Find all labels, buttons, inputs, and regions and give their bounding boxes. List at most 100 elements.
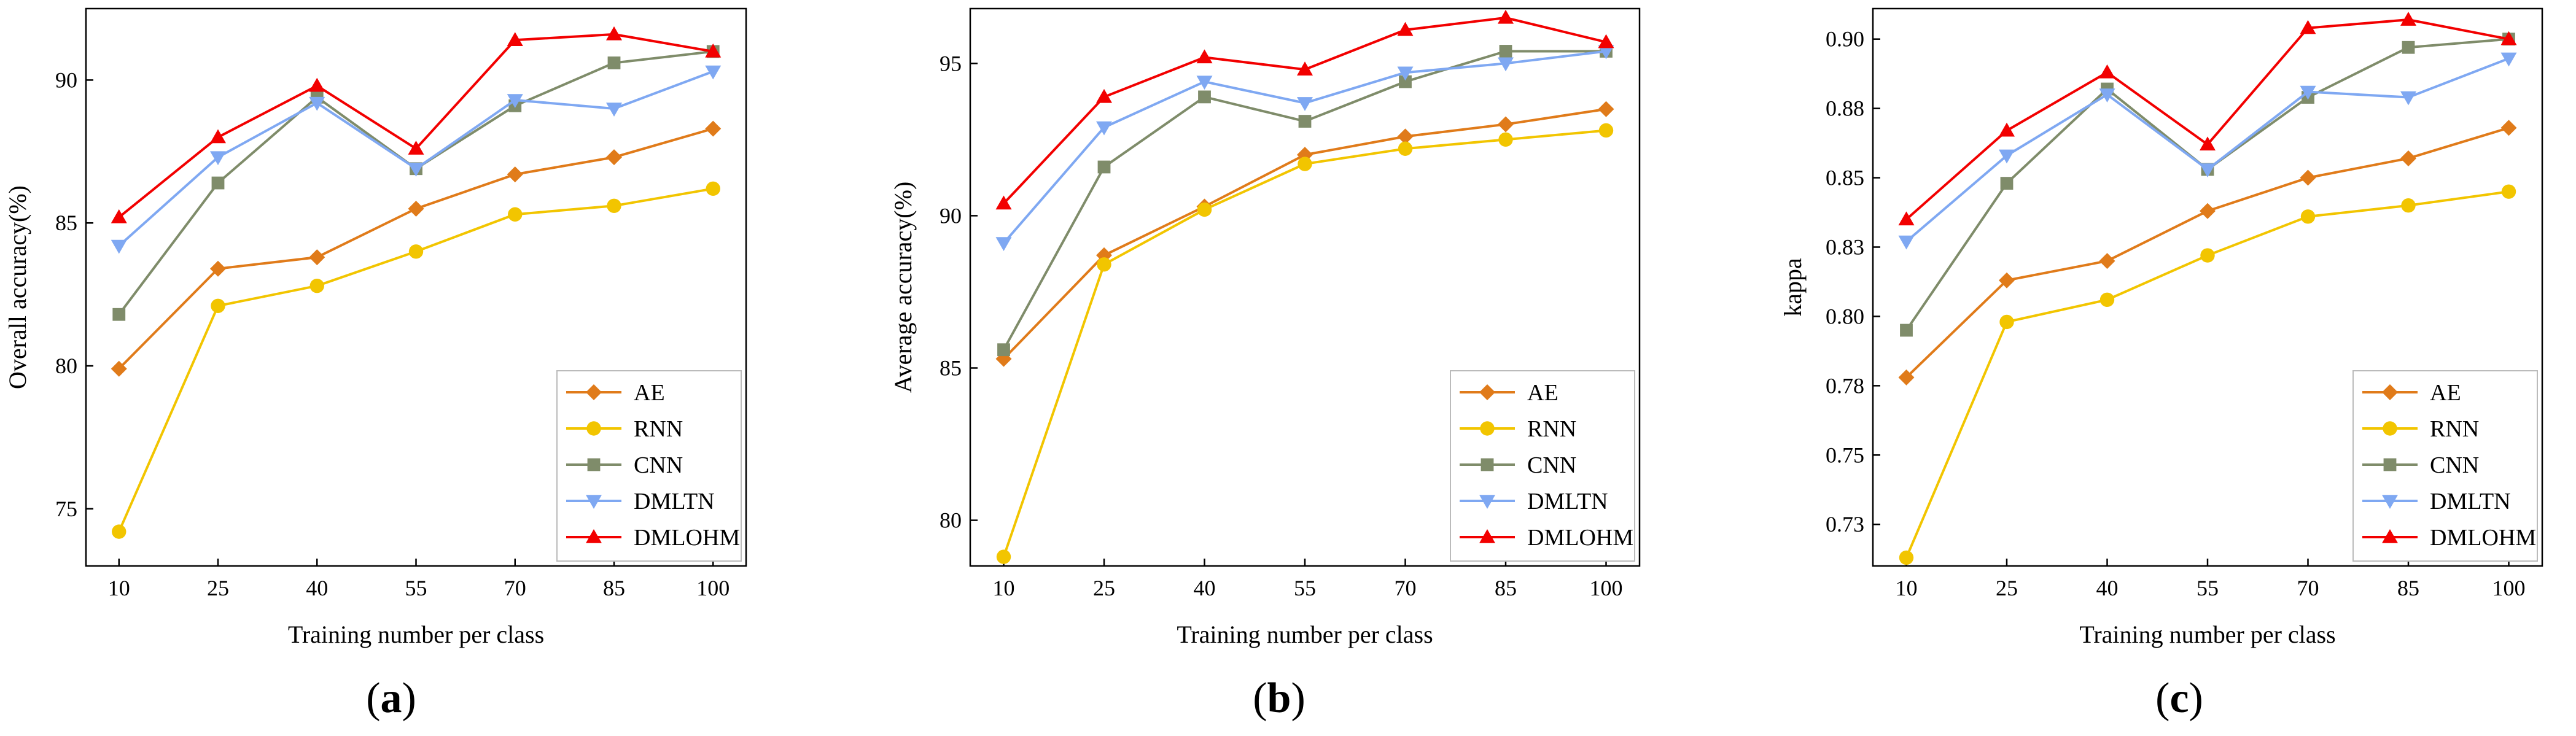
data-point-cnn — [211, 176, 225, 190]
x-tick-label: 25 — [207, 576, 229, 600]
data-point-rnn — [408, 244, 424, 259]
legend-marker-dmlohm — [586, 529, 602, 543]
data-point-ae — [606, 149, 622, 166]
x-tick-label: 55 — [2197, 576, 2219, 600]
data-point-rnn — [1899, 550, 1914, 565]
data-point-dmltn — [1196, 76, 1213, 90]
data-point-rnn — [1598, 123, 1614, 138]
data-point-ae — [1999, 272, 2015, 289]
y-axis-label: Average accuracy(%) — [889, 182, 917, 393]
legend-label-dmlohm: DMLOHM — [634, 525, 740, 551]
data-point-dmltn — [1498, 57, 1514, 72]
series-line-ae — [1003, 107, 1606, 360]
x-tick-label: 100 — [696, 576, 730, 600]
x-tick-label: 70 — [2297, 576, 2319, 600]
data-point-dmltn — [408, 163, 424, 177]
y-tick-label: 80 — [940, 508, 962, 533]
legend-marker-dmlohm — [2382, 529, 2398, 543]
x-axis-label: Training number per class — [2079, 621, 2335, 648]
x-tick-label: 85 — [1495, 576, 1517, 600]
chart-panel-b: 10 25 40 55 70 85 100 80 85 90 95 Training number p… — [889, 7, 1641, 722]
data-point-rnn — [1999, 314, 2014, 330]
data-point-dmltn — [1898, 235, 1915, 250]
legend-marker-cnn — [2383, 458, 2397, 471]
data-point-rnn — [2501, 184, 2516, 199]
x-tick-label: 100 — [2492, 576, 2526, 600]
y-tick-label: 80 — [55, 354, 77, 378]
legend-marker-rnn — [1480, 421, 1495, 436]
series-line-cnn — [118, 50, 714, 316]
data-point-rnn — [706, 181, 720, 196]
y-tick-label: 75 — [55, 497, 77, 521]
legend-label-dmlohm: DMLOHM — [2430, 525, 2536, 551]
series-line-cnn — [1002, 50, 1606, 351]
data-point-dmlohm — [1498, 9, 1514, 24]
data-point-rnn — [112, 524, 126, 539]
data-point-dmlohm — [309, 77, 325, 92]
legend-marker-rnn — [2383, 421, 2397, 436]
legend-label-rnn: RNN — [2430, 416, 2479, 442]
data-point-dmltn — [2500, 52, 2517, 67]
legend-label-rnn: RNN — [634, 416, 683, 442]
data-point-cnn — [2000, 177, 2014, 190]
data-point-ae — [111, 360, 127, 377]
panel-caption: (a) — [366, 675, 416, 722]
x-tick-label: 100 — [1590, 576, 1623, 600]
y-tick-label: 0.85 — [1826, 166, 1864, 190]
data-point-dmltn — [606, 103, 622, 117]
x-tick-label: 10 — [108, 576, 130, 600]
x-tick-label: 10 — [1896, 576, 1918, 600]
data-point-ae — [1397, 128, 1414, 145]
data-point-dmlohm — [995, 195, 1012, 210]
data-point-ae — [2200, 203, 2216, 219]
y-tick-label: 0.78 — [1826, 373, 1864, 398]
legend-label-ae: AE — [1527, 380, 1558, 406]
data-point-rnn — [996, 549, 1011, 564]
data-point-rnn — [2099, 292, 2115, 308]
data-point-rnn — [211, 298, 225, 313]
data-point-dmltn — [1397, 66, 1414, 81]
y-tick-label: 90 — [940, 203, 962, 228]
data-point-dmltn — [1598, 45, 1614, 60]
data-point-ae — [408, 200, 424, 217]
x-tick-label: 40 — [1194, 576, 1216, 600]
data-point-dmltn — [507, 94, 523, 109]
y-tick-label: 0.73 — [1826, 512, 1864, 537]
data-point-dmltn — [1999, 149, 2015, 164]
x-axis-label: Training number per class — [1177, 621, 1433, 648]
data-point-cnn — [1298, 115, 1312, 128]
panel-letter: c — [2169, 675, 2189, 722]
data-point-cnn — [1097, 160, 1111, 174]
panel-caption: (c) — [2155, 675, 2203, 722]
x-tick-label: 55 — [405, 576, 427, 600]
data-point-cnn — [112, 308, 126, 321]
legend-label-cnn: CNN — [2430, 452, 2479, 478]
x-tick-label: 10 — [993, 576, 1015, 600]
data-point-cnn — [2402, 41, 2415, 54]
data-point-rnn — [508, 207, 523, 222]
y-tick-label: 85 — [55, 211, 77, 235]
legend-label-ae: AE — [2430, 380, 2461, 406]
legend-marker-cnn — [1481, 458, 1494, 471]
data-point-cnn — [1198, 90, 1211, 104]
panel-letter: b — [1267, 675, 1291, 722]
data-point-dmltn — [2099, 88, 2115, 103]
legend-label-ae: AE — [634, 380, 665, 406]
data-point-cnn — [1399, 75, 1412, 88]
data-point-dmlohm — [1598, 34, 1614, 48]
data-point-rnn — [1097, 257, 1111, 272]
data-point-dmlohm — [507, 32, 523, 46]
y-tick-label: 85 — [940, 355, 962, 380]
data-point-dmlohm — [2200, 136, 2216, 151]
data-point-dmltn — [2300, 85, 2316, 100]
data-point-dmlohm — [1196, 49, 1213, 64]
data-point-dmltn — [111, 239, 127, 254]
data-point-dmlohm — [2300, 20, 2316, 34]
data-point-ae — [210, 260, 226, 277]
data-point-dmlohm — [1096, 88, 1112, 103]
legend-marker-ae — [586, 384, 602, 400]
legend-marker-ae — [1479, 384, 1495, 400]
data-point-dmltn — [2200, 163, 2216, 178]
legend-label-dmltn: DMLTN — [634, 489, 715, 514]
